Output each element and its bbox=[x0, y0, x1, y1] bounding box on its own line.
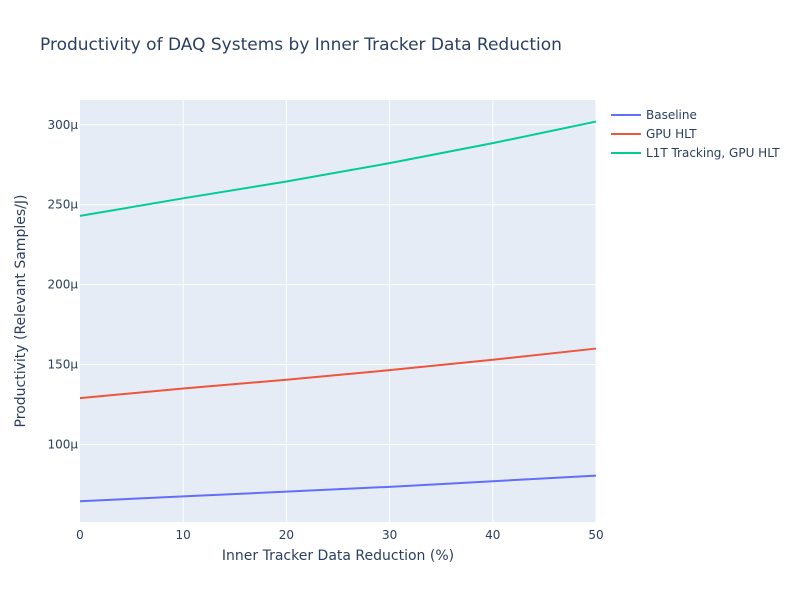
legend-label: GPU HLT bbox=[646, 127, 697, 141]
series-line bbox=[79, 347, 597, 400]
y-axis-title: Productivity (Relevant Samples/J) bbox=[13, 195, 29, 428]
x-axis-ticks: 0 10 20 30 40 50 bbox=[76, 528, 603, 542]
y-tick-label: 200μ bbox=[47, 278, 78, 292]
y-axis-ticks: 100μ 150μ 200μ 250μ 300μ bbox=[47, 118, 78, 452]
legend: Baseline GPU HLT L1T Tracking, GPU HLT bbox=[611, 108, 780, 160]
y-tick-label: 250μ bbox=[47, 198, 78, 212]
series-line bbox=[79, 120, 597, 217]
x-axis-title: Inner Tracker Data Reduction (%) bbox=[222, 548, 454, 564]
x-tick-label: 20 bbox=[279, 528, 294, 542]
y-tick-label: 300μ bbox=[47, 118, 78, 132]
x-tick-label: 30 bbox=[382, 528, 397, 542]
legend-label: L1T Tracking, GPU HLT bbox=[646, 146, 780, 160]
x-tick-label: 50 bbox=[588, 528, 603, 542]
y-tick-label: 150μ bbox=[47, 358, 78, 372]
plot-area bbox=[80, 100, 596, 522]
y-tick-label: 100μ bbox=[47, 437, 78, 451]
legend-label: Baseline bbox=[646, 108, 697, 122]
x-tick-label: 10 bbox=[176, 528, 191, 542]
grid-lines bbox=[80, 100, 597, 522]
series-line bbox=[79, 474, 597, 503]
chart-title: Productivity of DAQ Systems by Inner Tra… bbox=[40, 35, 562, 55]
series-lines bbox=[79, 120, 597, 503]
x-tick-label: 40 bbox=[485, 528, 500, 542]
x-tick-label: 0 bbox=[76, 528, 84, 542]
